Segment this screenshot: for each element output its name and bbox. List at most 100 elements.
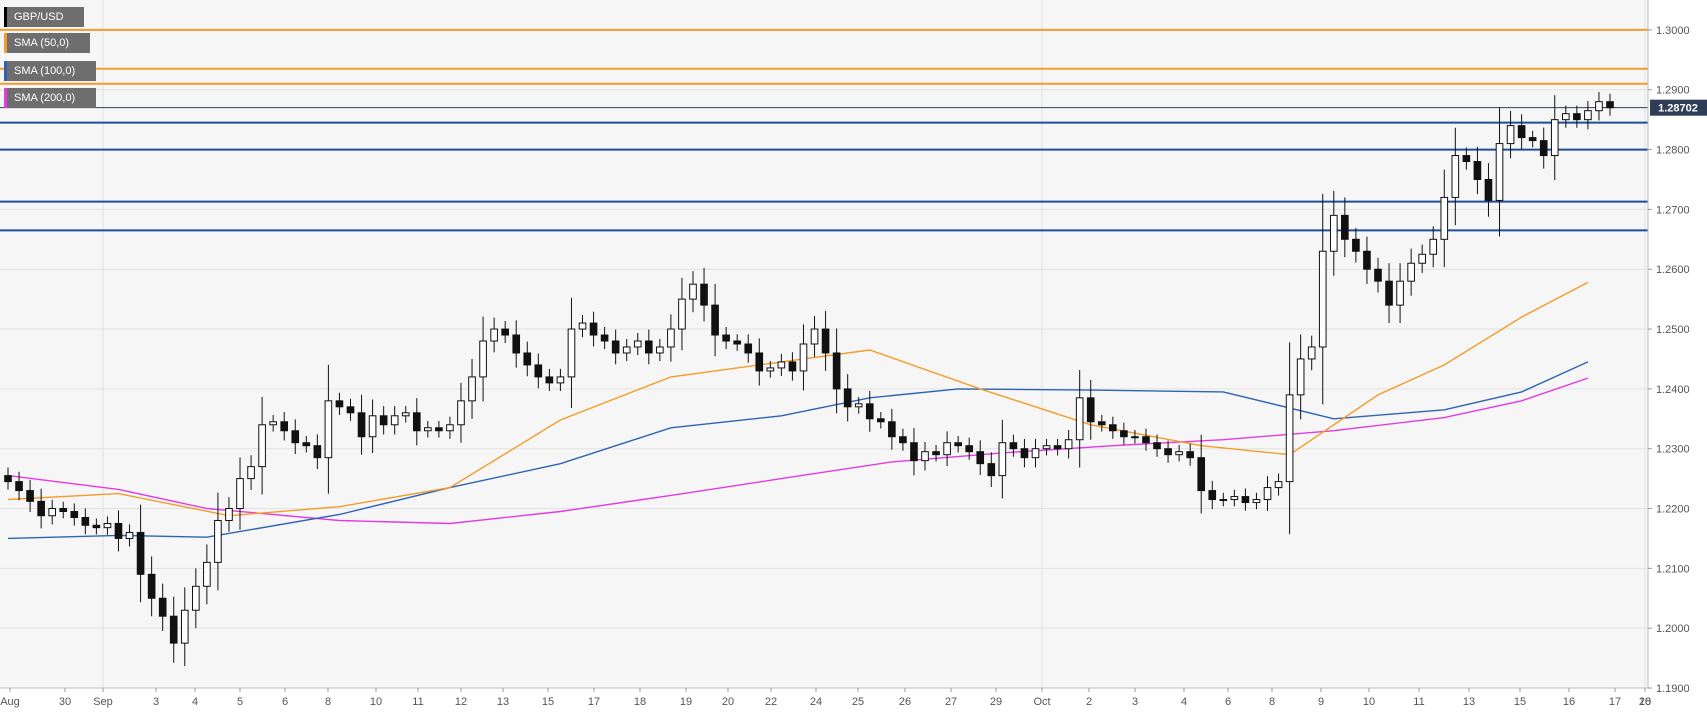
x-tick-label: 29	[990, 696, 1002, 708]
candle-bearish	[843, 388, 852, 408]
candle-bullish	[203, 561, 211, 587]
x-tick-label: Aug	[0, 696, 20, 708]
candle-bullish	[1031, 448, 1040, 459]
x-tick-label: 15	[542, 696, 554, 708]
legend-sma200-label: SMA (200,0)	[14, 92, 76, 104]
legend-sma50[interactable]: SMA (50,0)	[4, 33, 90, 53]
legend-sma100[interactable]: SMA (100,0)	[4, 61, 96, 81]
candle-bearish	[1473, 161, 1482, 180]
candle-bullish	[1252, 499, 1261, 504]
candle-bearish	[832, 352, 841, 390]
y-tick-label: 1.2900	[1656, 85, 1690, 97]
candle-bullish	[103, 522, 112, 529]
candle-bearish	[15, 481, 23, 492]
y-tick-label: 1.2400	[1656, 384, 1690, 396]
candle-bearish	[1484, 178, 1493, 201]
y-tick-label: 1.1900	[1656, 683, 1690, 695]
candle-bearish	[644, 340, 653, 354]
candle-bullish	[401, 412, 410, 417]
candle-bearish	[92, 524, 101, 529]
y-axis-ticks: 1.3000 1.2900 1.2800 1.2700 1.2600 1.2500 1.24…	[1648, 25, 1690, 695]
candle-bearish	[722, 334, 730, 342]
candle-bearish	[357, 412, 366, 438]
legend-symbol[interactable]: GBP/USD	[4, 7, 84, 27]
candle-bearish	[700, 283, 708, 306]
candle-bearish	[545, 376, 554, 384]
candle-bearish	[589, 322, 598, 336]
candle-bullish	[1451, 155, 1460, 198]
y-tick-label: 1.2700	[1656, 204, 1690, 216]
candle-bullish	[998, 442, 1007, 477]
candle-bearish	[291, 430, 300, 444]
candle-bearish	[965, 445, 974, 453]
candle-bullish	[921, 451, 929, 462]
candle-bearish	[1528, 137, 1537, 142]
candle-bullish	[225, 508, 233, 521]
candle-bullish	[125, 531, 134, 539]
x-tick-label: Oct	[1033, 696, 1050, 708]
candle-bearish	[169, 615, 178, 644]
candle-bearish	[1109, 424, 1117, 432]
candle-bullish	[1131, 436, 1139, 439]
candle-bullish	[777, 361, 786, 369]
candle-bearish	[1241, 496, 1250, 504]
candle-bullish	[622, 346, 631, 354]
candle-bullish	[180, 609, 189, 644]
candle-bullish	[269, 421, 277, 426]
candle-bullish	[1595, 101, 1603, 112]
candle-bearish	[136, 531, 145, 575]
candle-bullish	[1263, 487, 1272, 501]
sma200-line	[7, 377, 1589, 525]
candle-bullish	[943, 442, 951, 456]
last-price-label: 1.28702	[1658, 103, 1698, 115]
candle-bullish	[1440, 196, 1449, 240]
candle-bullish	[490, 328, 498, 342]
x-tick-label: 12	[455, 696, 467, 708]
x-tick-label: 13	[1463, 696, 1475, 708]
candle-bearish	[932, 451, 940, 456]
candle-bearish	[711, 304, 719, 336]
candle-bearish	[1352, 238, 1360, 252]
y-tick-label: 1.2200	[1656, 504, 1690, 516]
candle-bearish	[1053, 445, 1062, 450]
candle-bullish	[1429, 238, 1438, 255]
candle-bearish	[1164, 448, 1172, 456]
candle-bearish	[788, 361, 797, 372]
candle-bullish	[324, 400, 333, 459]
legend-sma50-label: SMA (50,0)	[14, 37, 70, 49]
y-tick-label: 1.2600	[1656, 264, 1690, 276]
candle-bearish	[1208, 490, 1217, 501]
x-tick-label: 20	[1639, 696, 1651, 708]
candle-bullish	[1064, 439, 1073, 450]
x-tick-label: 15	[1514, 696, 1526, 708]
candle-bearish	[876, 418, 885, 423]
candle-bearish	[976, 451, 985, 465]
x-tick-label: 13	[497, 696, 509, 708]
candle-bearish	[523, 352, 532, 366]
candle-bullish	[1329, 214, 1338, 252]
x-tick-label: 2	[1086, 696, 1092, 708]
x-tick-label: 4	[192, 696, 198, 708]
legend-sma50-swatch	[4, 33, 7, 53]
horizontal-levels	[0, 28, 1648, 232]
candle-bullish	[1396, 280, 1404, 306]
candle-bearish	[1385, 280, 1393, 306]
x-tick-label: 19	[680, 696, 692, 708]
x-tick-label: 11	[1413, 696, 1424, 708]
candle-bullish	[1274, 481, 1283, 489]
x-tick-label: 4	[1181, 696, 1187, 708]
candle-bearish	[1539, 140, 1548, 157]
candle-bearish	[4, 475, 12, 483]
candle-bearish	[865, 403, 874, 420]
candle-bullish	[457, 400, 465, 426]
legend-sma200[interactable]: SMA (200,0)	[4, 88, 96, 108]
candle-bullish	[446, 424, 454, 432]
candle-bullish	[854, 403, 863, 408]
x-axis-ticks: Aug 30 Sep 3 4 5 6 8 10 11 12 13 15 17 18 19 20 22 24 25 26 2…	[0, 688, 1651, 708]
last-price-tag-background	[1650, 99, 1707, 116]
candle-bullish	[1418, 253, 1426, 264]
candle-bearish	[954, 442, 962, 447]
candle-bearish	[1197, 457, 1206, 492]
